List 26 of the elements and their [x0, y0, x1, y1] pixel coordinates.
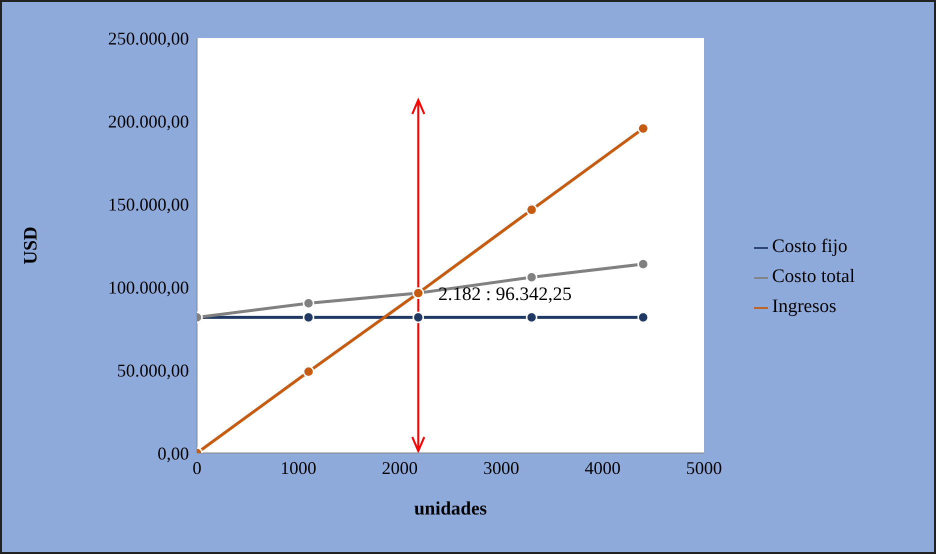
y-tick-label: 100.000,00 — [108, 277, 189, 298]
x-tick-label: 2000 — [382, 458, 418, 478]
x-tick-label: 0 — [192, 458, 202, 478]
y-tick-label: 250.000,00 — [108, 28, 189, 48]
annotation: 2.182 : 96.342,25 — [438, 284, 572, 305]
y-tick-label: 0,00 — [158, 443, 189, 464]
x-tick-label: 1000 — [280, 458, 316, 478]
point — [637, 122, 649, 134]
x-tick-label: 4000 — [584, 458, 621, 478]
y-tick-label: 50.000,00 — [117, 360, 189, 380]
legend-label: Costo fijo — [772, 236, 848, 257]
point — [526, 204, 538, 216]
point — [637, 312, 649, 324]
x-tick-label: 3000 — [483, 458, 520, 478]
point — [637, 258, 649, 270]
point — [526, 312, 538, 324]
y-tick-label: 150.000,00 — [108, 194, 189, 214]
point — [412, 312, 424, 324]
point — [302, 312, 314, 324]
legend-label: Ingresos — [772, 296, 836, 317]
point — [302, 366, 314, 378]
y-axis-title: USD — [20, 226, 42, 265]
x-axis-title: unidades — [414, 498, 487, 520]
x-tick-label: 5000 — [686, 458, 722, 478]
y-tick-label: 200.000,00 — [108, 111, 189, 132]
legend-label: Costo total — [772, 266, 855, 287]
